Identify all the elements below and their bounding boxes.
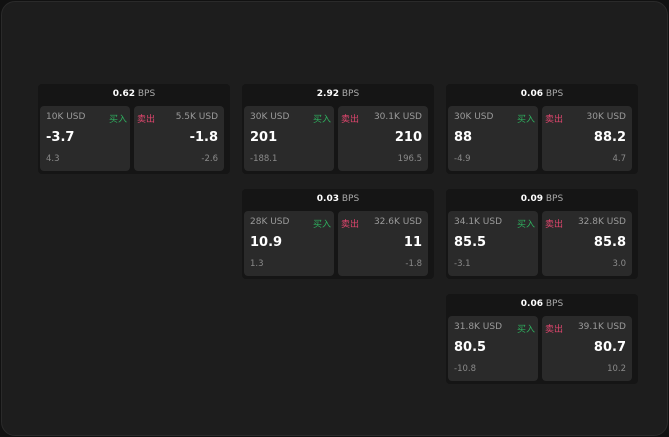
buy-button[interactable]: 30K USD 买入 201 -188.1 xyxy=(244,106,334,171)
buy-label: 买入 xyxy=(312,220,331,230)
buy-change: -4.9 xyxy=(454,154,471,164)
sell-button[interactable]: 39.1K USD 卖出 80.7 10.2 xyxy=(542,316,632,381)
buy-price: 10.9 xyxy=(250,235,283,250)
spread-value: 0.09 xyxy=(520,194,543,204)
sell-button[interactable]: 32.8K USD 卖出 85.8 3.0 xyxy=(542,211,632,276)
sell-label: 卖出 xyxy=(545,115,564,125)
buy-size: 34.1K USD xyxy=(454,217,503,227)
sell-price: 85.8 xyxy=(593,235,626,250)
buy-change: 1.3 xyxy=(250,259,264,269)
spread-value: 0.06 xyxy=(520,89,543,99)
buy-price: 201 xyxy=(250,130,278,145)
spread-header: 0.62 BPS xyxy=(38,84,230,105)
sell-button[interactable]: 30.1K USD 卖出 210 196.5 xyxy=(338,106,428,171)
sell-size: 5.5K USD xyxy=(175,112,218,122)
sell-size: 32.6K USD xyxy=(373,217,422,227)
buy-button[interactable]: 28K USD 买入 10.9 1.3 xyxy=(244,211,334,276)
spread-header: 0.06 BPS xyxy=(446,84,638,105)
buy-price: 88 xyxy=(454,130,473,145)
sell-change: 196.5 xyxy=(397,154,422,164)
buy-size: 31.8K USD xyxy=(454,322,503,332)
quote-card: 2.92 BPS 30K USD 买入 201 -188.1 30.1K USD… xyxy=(242,84,434,174)
sell-size: 32.8K USD xyxy=(577,217,626,227)
sell-button[interactable]: 32.6K USD 卖出 11 -1.8 xyxy=(338,211,428,276)
buy-label: 买入 xyxy=(108,115,127,125)
buy-size: 30K USD xyxy=(454,112,494,122)
buy-change: -10.8 xyxy=(454,364,476,374)
buy-label: 买入 xyxy=(516,115,535,125)
spread-value: 2.92 xyxy=(316,89,339,99)
buy-change: -188.1 xyxy=(250,154,278,164)
quote-card: 0.03 BPS 28K USD 买入 10.9 1.3 32.6K USD 卖… xyxy=(242,189,434,279)
sell-label: 卖出 xyxy=(341,115,360,125)
buy-price: 80.5 xyxy=(454,340,487,355)
buy-button[interactable]: 34.1K USD 买入 85.5 -3.1 xyxy=(448,211,538,276)
buy-button[interactable]: 30K USD 买入 88 -4.9 xyxy=(448,106,538,171)
spread-unit: BPS xyxy=(545,299,564,309)
spread-unit: BPS xyxy=(545,89,564,99)
buy-change: 4.3 xyxy=(46,154,60,164)
sell-price: -1.8 xyxy=(189,130,218,145)
sell-change: -1.8 xyxy=(405,259,422,269)
spread-header: 0.06 BPS xyxy=(446,294,638,315)
sell-price: 88.2 xyxy=(593,130,626,145)
sell-label: 卖出 xyxy=(137,115,156,125)
spread-unit: BPS xyxy=(137,89,156,99)
quote-card: 0.09 BPS 34.1K USD 买入 85.5 -3.1 32.8K US… xyxy=(446,189,638,279)
buy-size: 28K USD xyxy=(250,217,290,227)
sell-price: 80.7 xyxy=(593,340,626,355)
sell-size: 30.1K USD xyxy=(373,112,422,122)
buy-change: -3.1 xyxy=(454,259,471,269)
buy-price: -3.7 xyxy=(46,130,75,145)
spread-unit: BPS xyxy=(341,89,360,99)
spread-header: 2.92 BPS xyxy=(242,84,434,105)
sell-price: 11 xyxy=(403,235,422,250)
buy-label: 买入 xyxy=(312,115,331,125)
spread-value: 0.62 xyxy=(112,89,135,99)
sell-label: 卖出 xyxy=(545,220,564,230)
buy-button[interactable]: 31.8K USD 买入 80.5 -10.8 xyxy=(448,316,538,381)
quote-card: 0.62 BPS 10K USD 买入 -3.7 4.3 5.5K USD 卖出… xyxy=(38,84,230,174)
sell-size: 39.1K USD xyxy=(577,322,626,332)
spread-unit: BPS xyxy=(341,194,360,204)
sell-button[interactable]: 30K USD 卖出 88.2 4.7 xyxy=(542,106,632,171)
sell-change: 3.0 xyxy=(612,259,626,269)
spread-value: 0.03 xyxy=(316,194,339,204)
buy-size: 10K USD xyxy=(46,112,86,122)
buy-size: 30K USD xyxy=(250,112,290,122)
buy-price: 85.5 xyxy=(454,235,487,250)
buy-label: 买入 xyxy=(516,325,535,335)
quote-card: 0.06 BPS 30K USD 买入 88 -4.9 30K USD 卖出 8… xyxy=(446,84,638,174)
sell-label: 卖出 xyxy=(545,325,564,335)
sell-size: 30K USD xyxy=(586,112,626,122)
buy-button[interactable]: 10K USD 买入 -3.7 4.3 xyxy=(40,106,130,171)
spread-header: 0.09 BPS xyxy=(446,189,638,210)
spread-unit: BPS xyxy=(545,194,564,204)
sell-price: 210 xyxy=(394,130,422,145)
sell-change: -2.6 xyxy=(201,154,218,164)
sell-label: 卖出 xyxy=(341,220,360,230)
buy-label: 买入 xyxy=(516,220,535,230)
spread-value: 0.06 xyxy=(520,299,543,309)
sell-change: 10.2 xyxy=(607,364,626,374)
quote-card: 0.06 BPS 31.8K USD 买入 80.5 -10.8 39.1K U… xyxy=(446,294,638,384)
sell-button[interactable]: 5.5K USD 卖出 -1.8 -2.6 xyxy=(134,106,224,171)
sell-change: 4.7 xyxy=(612,154,626,164)
spread-header: 0.03 BPS xyxy=(242,189,434,210)
